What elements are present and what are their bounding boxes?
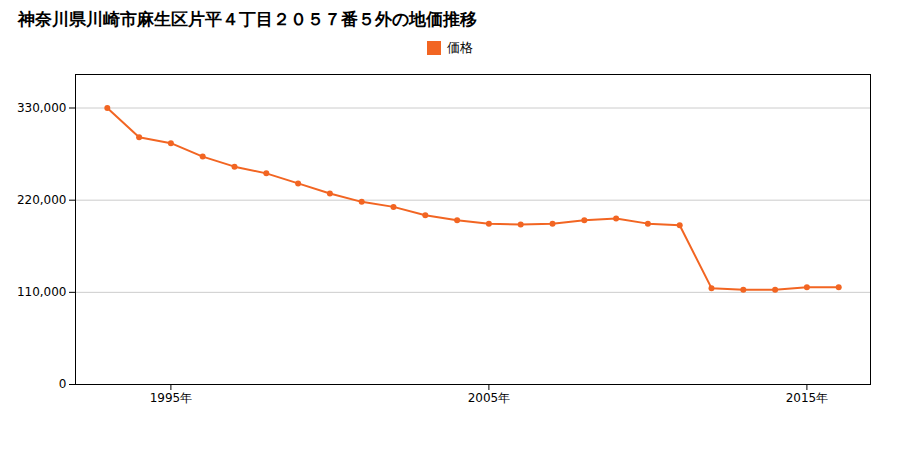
- svg-text:220,000: 220,000: [17, 193, 67, 207]
- svg-text:330,000: 330,000: [17, 101, 67, 115]
- svg-text:0: 0: [59, 377, 67, 391]
- svg-text:2005年: 2005年: [468, 391, 511, 405]
- svg-text:110,000: 110,000: [17, 285, 67, 299]
- html-text:神奈川県川崎市麻生区片平４丁目２０５７番５外の地価推移: 神奈川県川崎市麻生区片平４丁目２０５７番５外の地価推移: [18, 9, 477, 29]
- svg-text:2015年: 2015年: [786, 391, 829, 405]
- svg-text:1995年: 1995年: [150, 391, 193, 405]
- html-text:価格: 価格: [447, 40, 473, 55]
